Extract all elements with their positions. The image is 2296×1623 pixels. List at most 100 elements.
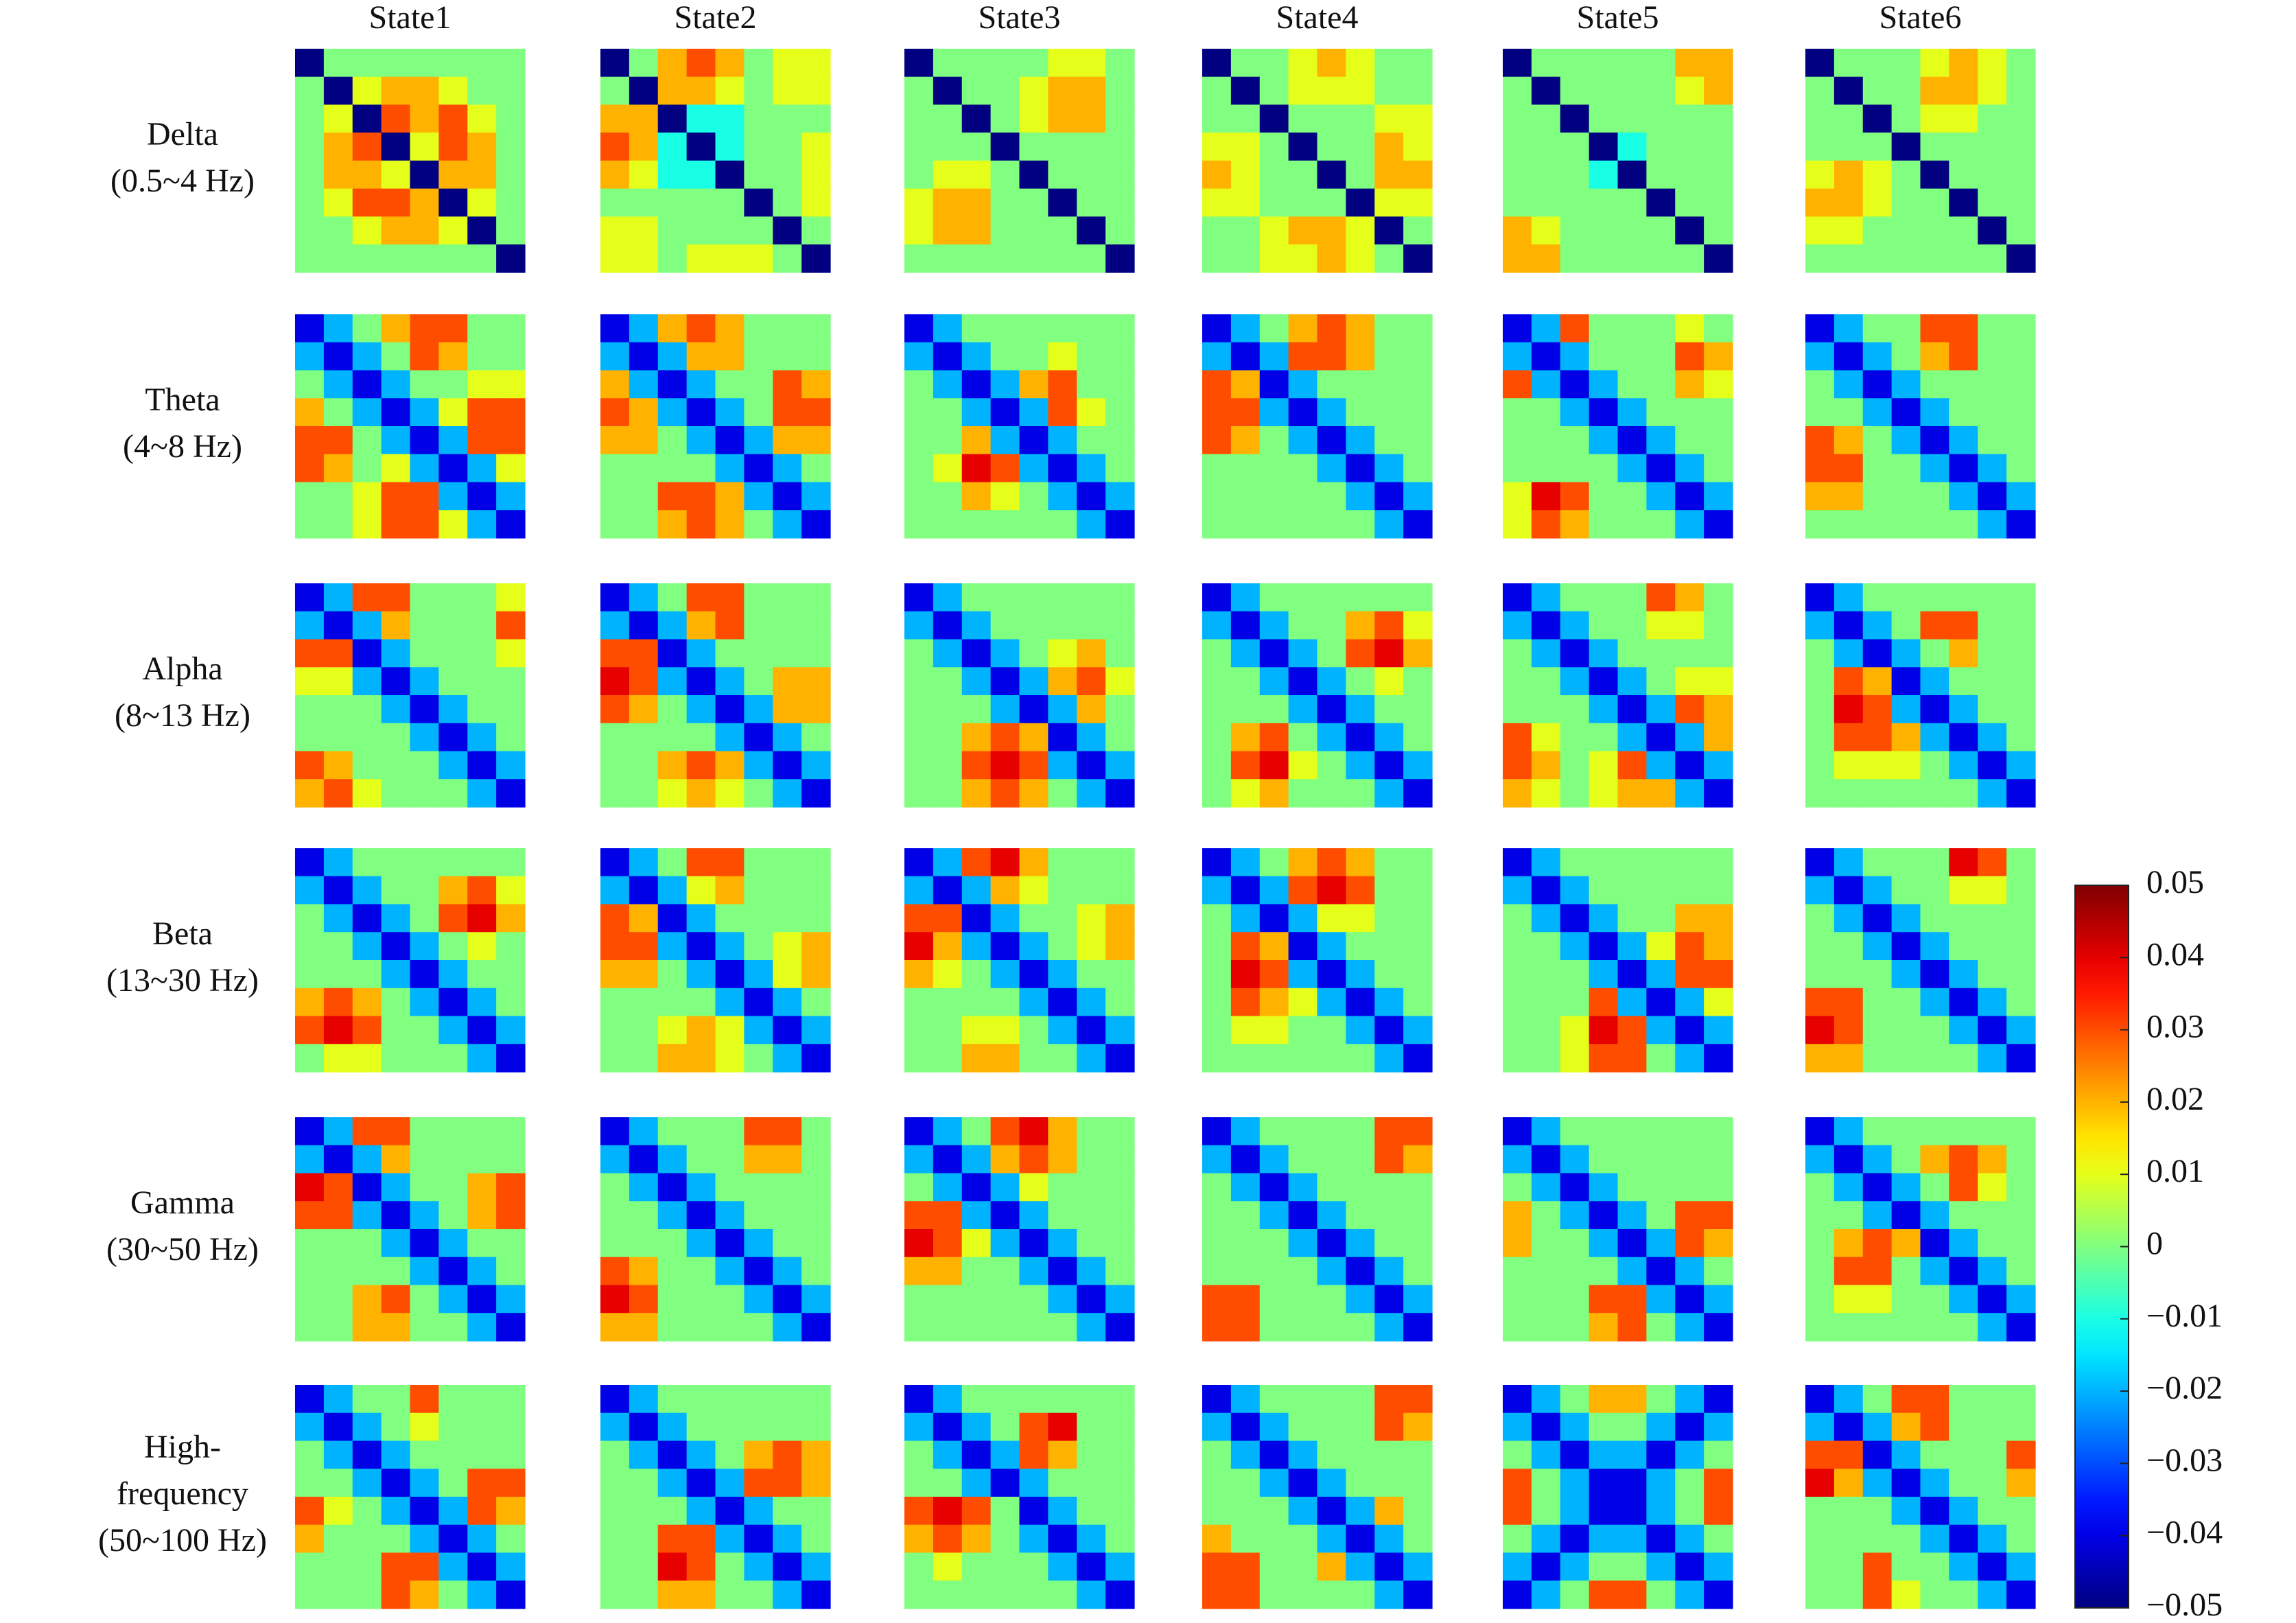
heatmap-cell: [686, 1257, 716, 1286]
row-label: (8~13 Hz): [115, 697, 250, 734]
heatmap-cell: [1704, 583, 1733, 612]
heatmap-cell: [1105, 426, 1135, 455]
heatmap-cell: [2006, 49, 2036, 78]
heatmap-cell: [438, 132, 468, 161]
heatmap-cell: [410, 960, 439, 989]
heatmap-cell: [438, 611, 468, 640]
heatmap-cell: [801, 848, 831, 877]
heatmap-cell: [1202, 510, 1232, 539]
heatmap-cell: [1920, 1229, 1949, 1258]
heatmap-cell: [1346, 49, 1375, 78]
heatmap-cell: [1805, 1285, 1835, 1313]
heatmap-cell: [1805, 1229, 1835, 1258]
heatmap-cell: [1949, 49, 1978, 78]
colorbar-tick-label: 0: [2146, 1226, 2163, 1262]
heatmap-cell: [1646, 960, 1676, 989]
heatmap-cell: [1105, 1469, 1135, 1497]
heatmap-cell: [1675, 1257, 1705, 1286]
heatmap-cell: [1259, 1580, 1289, 1609]
heatmap-cell: [1675, 1285, 1705, 1313]
heatmap-cell: [1048, 1145, 1077, 1174]
heatmap-cell: [1202, 49, 1232, 78]
heatmap-cell: [1105, 1440, 1135, 1469]
heatmap-cell: [2006, 1173, 2036, 1202]
heatmap-cell: [295, 988, 325, 1017]
heatmap-cell: [1834, 1016, 1864, 1044]
heatmap-cell: [1346, 426, 1375, 455]
heatmap-cell: [1374, 1440, 1404, 1469]
heatmap-cell: [1202, 314, 1232, 343]
heatmap-cell: [2006, 426, 2036, 455]
heatmap-cell: [600, 1440, 630, 1469]
heatmap-cell: [1259, 583, 1289, 612]
heatmap-cell: [1503, 342, 1532, 371]
heatmap-cell: [600, 876, 630, 905]
heatmap-cell: [1048, 426, 1077, 455]
heatmap-cell: [381, 398, 411, 427]
heatmap-cell: [657, 342, 688, 371]
heatmap-cell: [1403, 960, 1433, 989]
heatmap-cell: [1403, 244, 1433, 273]
heatmap-cell: [2006, 1385, 2036, 1414]
heatmap-cell: [1675, 454, 1705, 483]
heatmap-cell: [629, 1016, 659, 1044]
heatmap-cell: [1891, 904, 1921, 933]
heatmap-cell: [1317, 1469, 1346, 1497]
heatmap-cell: [1646, 426, 1676, 455]
heatmap-cell: [801, 510, 831, 539]
heatmap-cell: [1949, 1524, 1978, 1554]
heatmap-cell: [990, 1145, 1020, 1174]
heatmap-cell: [744, 583, 773, 612]
heatmap-cell: [600, 1016, 630, 1044]
heatmap-cell: [904, 216, 934, 245]
heatmap-cell: [715, 1285, 745, 1313]
heatmap-cell: [1805, 1257, 1835, 1286]
heatmap-cell: [496, 454, 526, 483]
heatmap-cell: [773, 1229, 802, 1258]
heatmap-cell: [1259, 848, 1289, 877]
heatmap-cell: [1920, 49, 1949, 78]
heatmap-cell: [1675, 1385, 1705, 1414]
heatmap-cell: [1317, 1580, 1346, 1609]
heatmap-cell: [1589, 667, 1619, 696]
heatmap-cell: [1288, 1201, 1318, 1230]
heatmap-cell: [1891, 1552, 1921, 1581]
heatmap-cell: [410, 510, 439, 539]
heatmap-cell: [1019, 1145, 1049, 1174]
heatmap-cell: [715, 76, 745, 106]
heatmap-cell: [961, 49, 992, 78]
heatmap-cell: [773, 1257, 802, 1286]
heatmap-cell: [1317, 960, 1346, 989]
heatmap-cell: [1949, 314, 1978, 343]
heatmap-cell: [381, 1173, 411, 1202]
heatmap-cell: [1920, 342, 1949, 371]
heatmap-cell: [1374, 1044, 1404, 1073]
heatmap-cell: [467, 1229, 497, 1258]
heatmap-cell: [801, 132, 831, 161]
heatmap-cell: [1891, 779, 1921, 808]
heatmap-cell: [1288, 188, 1318, 218]
heatmap-cell: [629, 1285, 659, 1313]
heatmap-cell: [1019, 510, 1049, 539]
heatmap-cell: [1202, 1201, 1232, 1230]
heatmap-cell: [1317, 1440, 1346, 1469]
heatmap-cell: [1891, 667, 1921, 696]
heatmap-cell: [1949, 76, 1978, 106]
heatmap-cell: [1805, 370, 1835, 399]
heatmap-cell: [1346, 398, 1375, 427]
heatmap-cell: [744, 667, 773, 696]
heatmap-cell: [1589, 510, 1619, 539]
heatmap-cell: [1891, 454, 1921, 483]
heatmap-cell: [1202, 1145, 1232, 1174]
heatmap-cell: [323, 1313, 353, 1342]
heatmap-cell: [1317, 1016, 1346, 1044]
heatmap-cell: [1949, 1201, 1978, 1230]
heatmap-cell: [1560, 904, 1590, 933]
heatmap-cell: [2006, 848, 2036, 877]
heatmap-cell: [1589, 583, 1619, 612]
heatmap-cell: [801, 342, 831, 371]
heatmap-cell: [1403, 1552, 1433, 1581]
heatmap-cell: [1704, 1469, 1733, 1497]
heatmap-cell: [1374, 1145, 1404, 1174]
heatmap-cell: [1920, 1412, 1949, 1442]
